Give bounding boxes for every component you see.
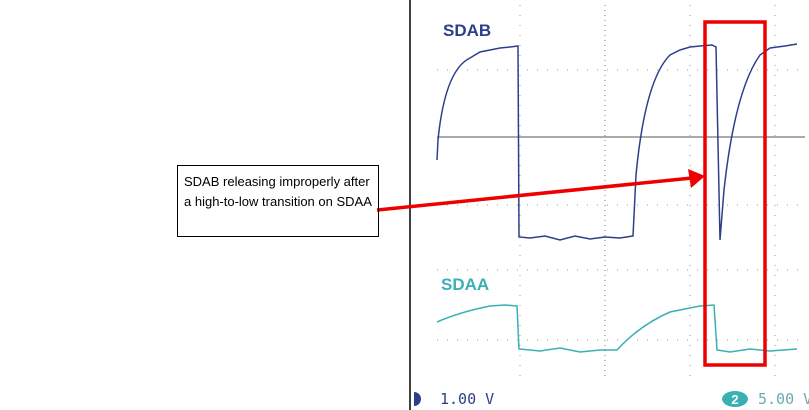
channel-b-label: SDAB	[443, 21, 491, 40]
callout-box: SDAB releasing improperly after a high-t…	[177, 165, 379, 237]
scope-figure: SDAB SDAA 1.00 V 2 5.00 V	[0, 0, 809, 410]
sdab-waveform	[437, 44, 797, 240]
scope-grid	[437, 5, 805, 380]
ch1-scale: 1.00 V	[440, 390, 494, 408]
channel-a-label: SDAA	[441, 275, 489, 294]
ch2-scale: 5.00 V	[758, 390, 809, 408]
page: SDAB SDAA 1.00 V 2 5.00 V SDAB releasing…	[0, 0, 809, 410]
arrow-shaft	[377, 178, 692, 210]
ch1-marker	[414, 392, 421, 406]
ch2-number: 2	[731, 392, 738, 407]
arrow-head	[688, 169, 705, 188]
sdaa-waveform	[437, 305, 797, 352]
